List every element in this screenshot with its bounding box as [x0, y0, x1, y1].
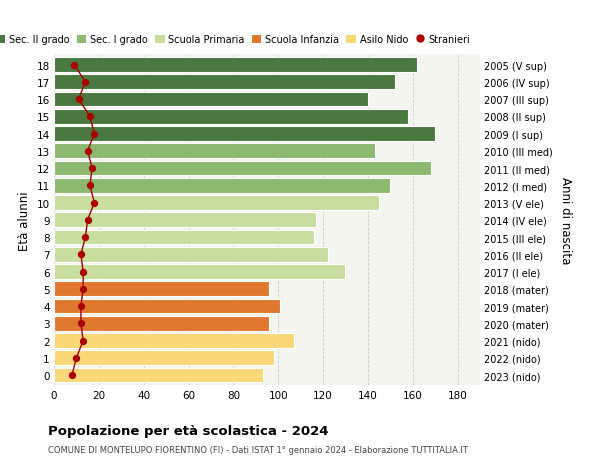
Point	[80, 234, 90, 241]
Point	[79, 285, 88, 293]
Point	[76, 251, 86, 258]
Point	[88, 165, 97, 173]
Bar	[54, 334, 294, 348]
Point	[85, 113, 95, 121]
Bar	[54, 368, 263, 382]
Bar	[54, 179, 391, 193]
Point	[83, 217, 92, 224]
Bar	[54, 213, 316, 228]
Point	[85, 182, 95, 190]
Point	[67, 371, 77, 379]
Bar	[54, 247, 328, 262]
Bar	[54, 127, 435, 141]
Text: COMUNE DI MONTELUPO FIORENTINO (FI) - Dati ISTAT 1° gennaio 2024 - Elaborazione : COMUNE DI MONTELUPO FIORENTINO (FI) - Da…	[48, 445, 468, 454]
Bar	[54, 351, 274, 365]
Bar	[54, 144, 374, 159]
Point	[76, 303, 86, 310]
Legend: Sec. II grado, Sec. I grado, Scuola Primaria, Scuola Infanzia, Asilo Nido, Stran: Sec. II grado, Sec. I grado, Scuola Prim…	[0, 33, 472, 47]
Bar	[54, 93, 368, 107]
Point	[74, 96, 83, 104]
Point	[70, 62, 79, 69]
Point	[79, 268, 88, 275]
Bar	[54, 196, 379, 210]
Bar	[54, 316, 269, 331]
Y-axis label: Età alunni: Età alunni	[18, 190, 31, 250]
Bar	[54, 282, 269, 297]
Bar	[54, 58, 417, 73]
Point	[83, 148, 92, 155]
Bar	[54, 110, 408, 124]
Text: Popolazione per età scolastica - 2024: Popolazione per età scolastica - 2024	[48, 424, 329, 437]
Point	[76, 320, 86, 327]
Point	[80, 79, 90, 86]
Bar	[54, 230, 314, 245]
Y-axis label: Anni di nascita: Anni di nascita	[559, 177, 572, 264]
Bar	[54, 265, 346, 279]
Bar	[54, 162, 431, 176]
Point	[89, 199, 99, 207]
Point	[89, 130, 99, 138]
Bar	[54, 75, 395, 90]
Bar	[54, 299, 280, 313]
Point	[79, 337, 88, 344]
Point	[71, 354, 81, 362]
